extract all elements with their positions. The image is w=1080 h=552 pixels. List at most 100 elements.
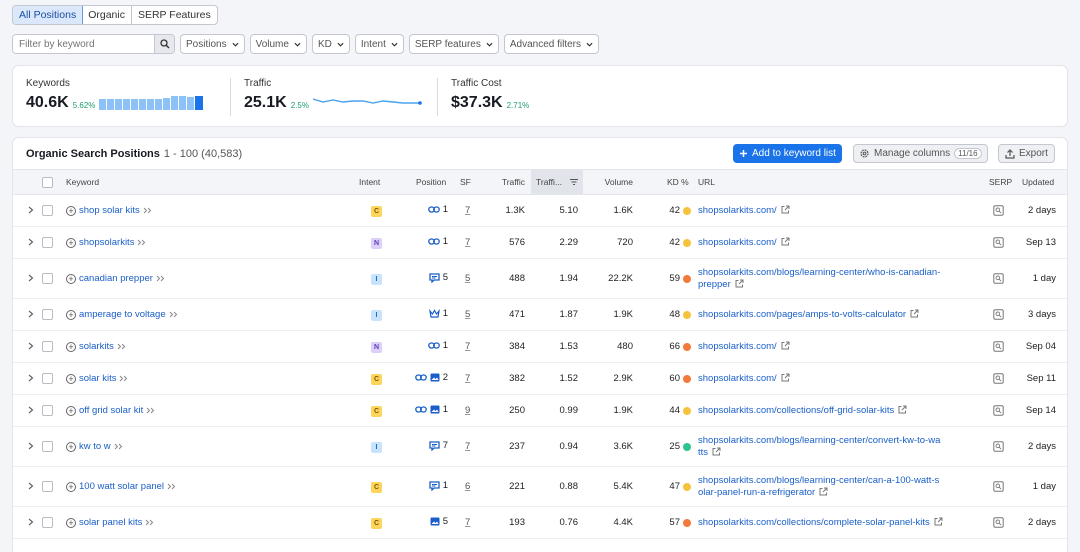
keyword-link[interactable]: amperage to voltage	[79, 309, 166, 320]
expand-row-button[interactable]	[28, 406, 34, 417]
serp-snapshot-icon[interactable]	[993, 441, 1004, 452]
expand-row-button[interactable]	[28, 342, 34, 353]
double-chevron-icon[interactable]	[167, 483, 176, 490]
serp-snapshot-icon[interactable]	[993, 205, 1004, 216]
advanced-filters-dropdown[interactable]: Advanced filters	[503, 34, 599, 54]
tab-organic[interactable]: Organic	[82, 6, 132, 24]
row-checkbox[interactable]	[42, 441, 53, 452]
sf-count[interactable]: 7	[465, 237, 471, 248]
add-keyword-icon[interactable]: +	[66, 273, 76, 284]
export-button[interactable]: Export	[998, 144, 1055, 163]
url-link[interactable]: shopsolarkits.com/blogs/learning-center/…	[698, 475, 939, 499]
double-chevron-icon[interactable]	[146, 407, 155, 414]
serp-snapshot-icon[interactable]	[993, 237, 1004, 248]
add-keyword-icon[interactable]: +	[66, 517, 76, 528]
external-link-icon[interactable]	[819, 487, 828, 496]
col-updated[interactable]: Updated	[1022, 177, 1055, 187]
search-button[interactable]	[154, 35, 174, 53]
sf-count[interactable]: 5	[465, 309, 471, 320]
row-checkbox[interactable]	[42, 273, 53, 284]
serp-snapshot-icon[interactable]	[993, 309, 1004, 320]
expand-row-button[interactable]	[28, 482, 34, 493]
double-chevron-icon[interactable]	[169, 311, 178, 318]
url-link[interactable]: shopsolarkits.com/collections/complete-s…	[698, 517, 943, 529]
add-keyword-icon[interactable]: +	[66, 309, 76, 320]
manage-columns-button[interactable]: Manage columns 11/16	[853, 144, 988, 163]
external-link-icon[interactable]	[735, 279, 744, 288]
add-keyword-icon[interactable]: +	[66, 405, 76, 416]
serp-snapshot-icon[interactable]	[993, 517, 1004, 528]
double-chevron-icon[interactable]	[156, 275, 165, 282]
add-keyword-icon[interactable]: +	[66, 237, 76, 248]
expand-row-button[interactable]	[28, 442, 34, 453]
row-checkbox[interactable]	[42, 205, 53, 216]
add-keyword-icon[interactable]: +	[66, 341, 76, 352]
double-chevron-icon[interactable]	[137, 239, 146, 246]
double-chevron-icon[interactable]	[117, 343, 126, 350]
tab-all-positions[interactable]: All Positions	[12, 6, 84, 24]
expand-row-button[interactable]	[28, 274, 34, 285]
row-checkbox[interactable]	[42, 481, 53, 492]
sf-count[interactable]: 7	[465, 441, 471, 452]
add-keyword-icon[interactable]: +	[66, 441, 76, 452]
expand-row-button[interactable]	[28, 238, 34, 249]
col-position[interactable]: Position	[416, 177, 447, 187]
row-checkbox[interactable]	[42, 341, 53, 352]
external-link-icon[interactable]	[781, 373, 790, 382]
intent-dropdown[interactable]: Intent	[354, 34, 404, 54]
sf-count[interactable]: 9	[465, 405, 471, 416]
select-all-checkbox[interactable]	[42, 177, 53, 188]
url-link[interactable]: shopsolarkits.com/blogs/learning-center/…	[698, 267, 940, 291]
col-volume[interactable]: Volume	[604, 177, 633, 187]
keyword-filter-input[interactable]	[13, 35, 154, 53]
external-link-icon[interactable]	[910, 309, 919, 318]
external-link-icon[interactable]	[934, 517, 943, 526]
keyword-link[interactable]: shop solar kits	[79, 205, 140, 216]
sf-count[interactable]: 7	[465, 205, 471, 216]
col-sf[interactable]: SF	[460, 177, 471, 187]
sf-count[interactable]: 7	[465, 373, 471, 384]
double-chevron-icon[interactable]	[145, 519, 154, 526]
url-link[interactable]: shopsolarkits.com/	[698, 237, 790, 249]
expand-row-button[interactable]	[28, 310, 34, 321]
url-link[interactable]: shopsolarkits.com/	[698, 373, 790, 385]
add-to-keyword-list-button[interactable]: Add to keyword list	[733, 144, 842, 163]
sf-count[interactable]: 6	[465, 481, 471, 492]
serp-snapshot-icon[interactable]	[993, 273, 1004, 284]
expand-row-button[interactable]	[28, 206, 34, 217]
col-url[interactable]: URL	[698, 177, 716, 187]
keyword-link[interactable]: canadian prepper	[79, 273, 153, 284]
keyword-link[interactable]: shopsolarkits	[79, 237, 135, 248]
row-checkbox[interactable]	[42, 309, 53, 320]
serp-snapshot-icon[interactable]	[993, 373, 1004, 384]
url-link[interactable]: shopsolarkits.com/	[698, 341, 790, 353]
sf-count[interactable]: 5	[465, 273, 471, 284]
add-keyword-icon[interactable]: +	[66, 205, 76, 216]
positions-dropdown[interactable]: Positions	[180, 34, 245, 54]
external-link-icon[interactable]	[712, 447, 721, 456]
col-serp[interactable]: SERP	[989, 177, 1013, 187]
url-link[interactable]: shopsolarkits.com/pages/amps-to-volts-ca…	[698, 309, 919, 321]
external-link-icon[interactable]	[781, 237, 790, 246]
row-checkbox[interactable]	[42, 517, 53, 528]
keyword-link[interactable]: solar panel kits	[79, 517, 143, 528]
url-link[interactable]: shopsolarkits.com/blogs/learning-center/…	[698, 435, 940, 459]
keyword-link[interactable]: kw to w	[79, 441, 111, 452]
keyword-link[interactable]: off grid solar kit	[79, 405, 144, 416]
row-checkbox[interactable]	[42, 237, 53, 248]
external-link-icon[interactable]	[898, 405, 907, 414]
sf-count[interactable]: 7	[465, 517, 471, 528]
col-intent[interactable]: Intent	[359, 177, 381, 187]
kd-dropdown[interactable]: KD	[311, 34, 350, 54]
add-keyword-icon[interactable]: +	[66, 481, 76, 492]
volume-dropdown[interactable]: Volume	[249, 34, 307, 54]
serp-snapshot-icon[interactable]	[993, 481, 1004, 492]
col-kd[interactable]: KD %	[667, 177, 689, 187]
keyword-link[interactable]: solar kits	[79, 373, 117, 384]
url-link[interactable]: shopsolarkits.com/	[698, 205, 790, 217]
row-checkbox[interactable]	[42, 373, 53, 384]
col-traffic[interactable]: Traffic	[501, 177, 525, 187]
url-link[interactable]: shopsolarkits.com/collections/off-grid-s…	[698, 405, 907, 417]
row-checkbox[interactable]	[42, 405, 53, 416]
tab-serp-features[interactable]: SERP Features	[137, 9, 211, 21]
